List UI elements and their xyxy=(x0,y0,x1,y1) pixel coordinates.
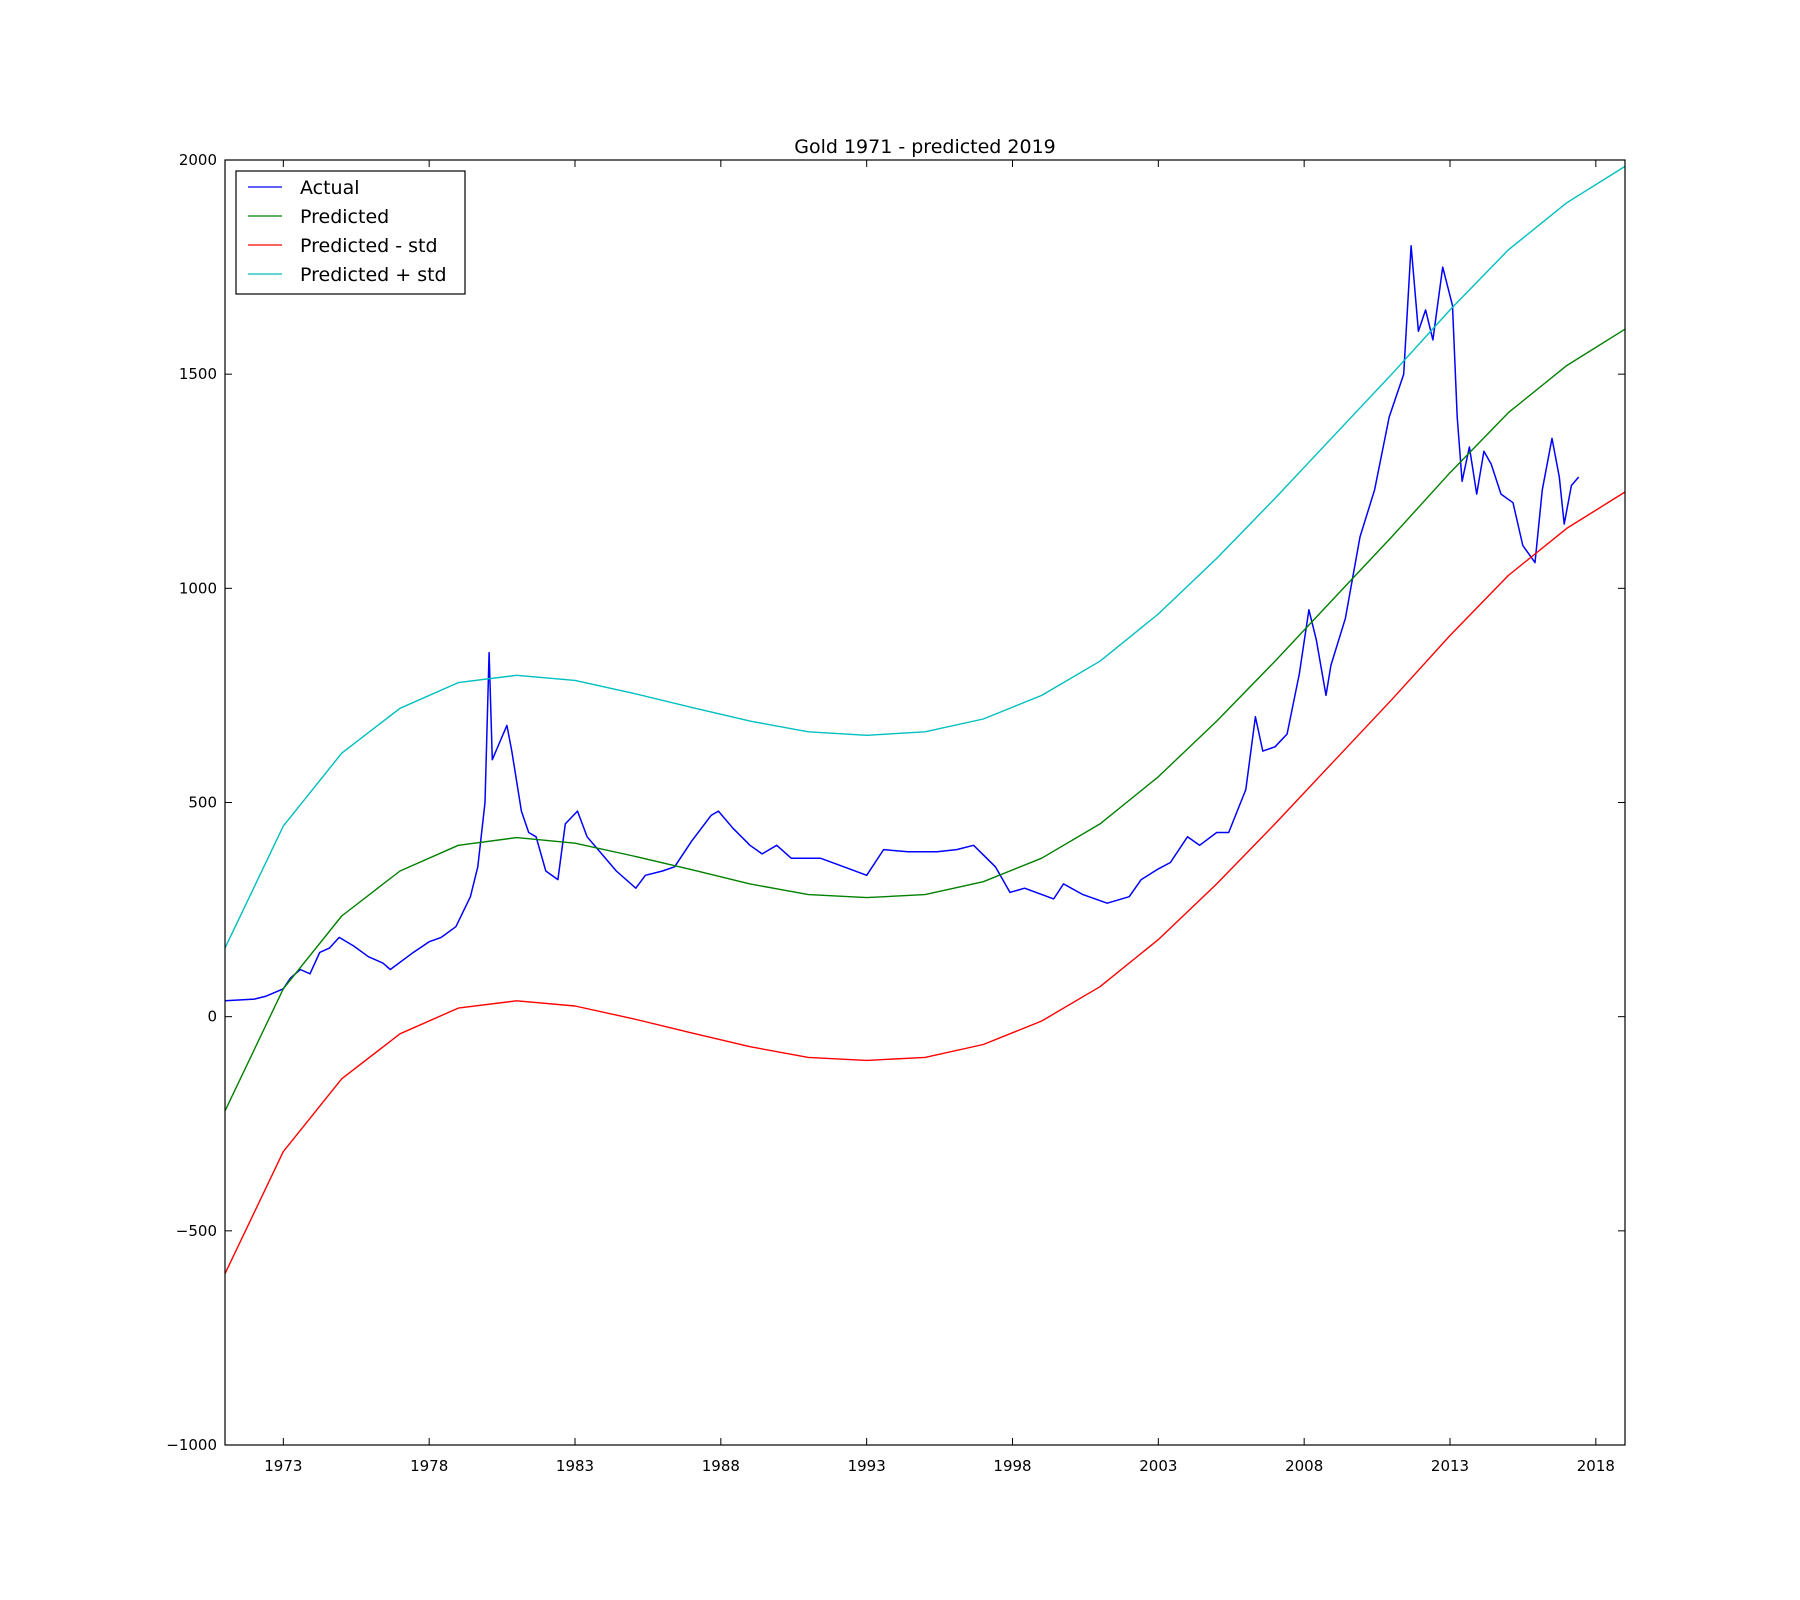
y-tick-label: 2000 xyxy=(179,151,217,169)
x-tick-label: 2003 xyxy=(1139,1457,1177,1475)
y-tick-label: 1000 xyxy=(179,579,217,597)
legend-label-predicted-plus-std: Predicted + std xyxy=(300,264,447,286)
x-tick-label: 2013 xyxy=(1431,1457,1469,1475)
axis-ticks: 1973 1978 1983 1988 1993 1998 2003 2008 2013 2018… xyxy=(166,151,1625,1475)
y-tick-label: −500 xyxy=(176,1222,217,1240)
series-line-predicted xyxy=(224,328,1626,1112)
y-tick-label: 0 xyxy=(207,1008,217,1026)
x-tick-label: 2008 xyxy=(1285,1457,1323,1475)
x-tick-label: 1993 xyxy=(848,1457,886,1475)
x-tick-label: 2018 xyxy=(1577,1457,1615,1475)
legend-label-actual: Actual xyxy=(300,177,360,199)
x-tick-label: 1988 xyxy=(702,1457,740,1475)
series-line-actual xyxy=(224,244,1580,1002)
legend: Actual Predicted Predicted - std Predict… xyxy=(235,170,466,295)
x-tick-label: 1973 xyxy=(264,1457,302,1475)
y-tick-label: −1000 xyxy=(166,1436,217,1454)
y-tick-label: 500 xyxy=(188,794,217,812)
legend-label-predicted: Predicted xyxy=(300,206,389,228)
series-layer xyxy=(224,165,1626,1275)
chart-title: Gold 1971 - predicted 2019 xyxy=(794,136,1056,158)
y-tick-label: 1500 xyxy=(179,365,217,383)
x-tick-label: 1978 xyxy=(410,1457,448,1475)
x-tick-label: 1998 xyxy=(993,1457,1031,1475)
series-line-predicted-std xyxy=(224,491,1626,1275)
x-tick-label: 1983 xyxy=(556,1457,594,1475)
series-line-predicted-std xyxy=(224,165,1626,949)
legend-label-predicted-minus-std: Predicted - std xyxy=(300,235,438,257)
